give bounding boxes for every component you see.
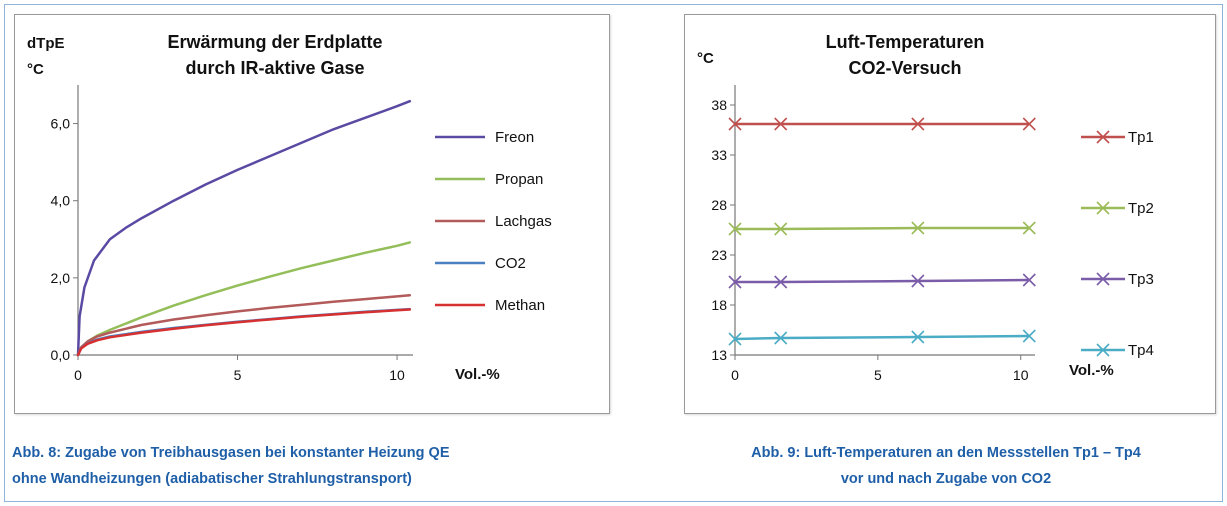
x-axis-label: Vol.-% bbox=[1069, 362, 1114, 379]
series-line-methan bbox=[78, 310, 410, 356]
y-tick-label: 2,0 bbox=[51, 270, 71, 286]
legend-entry-label: Tp3 bbox=[1128, 271, 1154, 288]
legend-entry-label: Freon bbox=[495, 129, 534, 146]
chart-title-line: durch IR-aktive Gase bbox=[185, 58, 364, 78]
x-tick-label: 5 bbox=[234, 367, 242, 383]
series-line-freon bbox=[78, 101, 410, 355]
caption-line: ohne Wandheizungen (adiabatischer Strahl… bbox=[12, 466, 652, 492]
x-tick-label: 0 bbox=[731, 367, 739, 383]
chart-title-line: Erwärmung der Erdplatte bbox=[167, 32, 382, 52]
legend-entry-label: Lachgas bbox=[495, 213, 552, 230]
y-tick-label: 4,0 bbox=[51, 193, 71, 209]
x-tick-label: 10 bbox=[1013, 367, 1029, 383]
series-line-co2 bbox=[78, 309, 410, 355]
legend-entry-label: CO2 bbox=[495, 255, 526, 272]
figure-caption-8: Abb. 8: Zugabe von Treibhausgasen bei ko… bbox=[12, 440, 652, 492]
y-tick-label: 33 bbox=[711, 147, 727, 163]
figure-caption-9: Abb. 9: Luft-Temperaturen an den Messste… bbox=[668, 440, 1224, 492]
legend-entry-label: Tp4 bbox=[1128, 342, 1154, 359]
caption-line: Abb. 8: Zugabe von Treibhausgasen bei ko… bbox=[12, 440, 652, 466]
y-tick-label: 13 bbox=[711, 347, 727, 363]
y-axis-label-line: dTpE bbox=[27, 35, 65, 52]
series-line-lachgas bbox=[78, 295, 410, 355]
chart-greenhouse-gases: Erwärmung der Erdplatte durch IR-aktive G… bbox=[15, 15, 609, 413]
caption-line: Abb. 9: Luft-Temperaturen an den Messste… bbox=[668, 440, 1224, 466]
x-tick-label: 5 bbox=[874, 367, 882, 383]
y-tick-label: 0,0 bbox=[51, 347, 71, 363]
y-axis-label-line: °C bbox=[697, 50, 714, 67]
y-tick-label: 6,0 bbox=[51, 116, 71, 132]
x-tick-label: 10 bbox=[389, 367, 405, 383]
chart-panel-greenhouse-gases: Erwärmung der Erdplatte durch IR-aktive G… bbox=[14, 14, 610, 414]
chart-panel-air-temperatures: Luft-Temperaturen CO2-Versuch °C Vol.-% 13 18… bbox=[684, 14, 1216, 414]
y-axis-label-line: °C bbox=[27, 61, 44, 78]
legend-entry-label: Methan bbox=[495, 297, 545, 314]
y-tick-label: 28 bbox=[711, 197, 727, 213]
chart-title-line: CO2-Versuch bbox=[848, 58, 961, 78]
y-tick-label: 23 bbox=[711, 247, 727, 263]
x-tick-label: 0 bbox=[74, 367, 82, 383]
legend-entry-label: Tp2 bbox=[1128, 200, 1154, 217]
chart-air-temperatures: Luft-Temperaturen CO2-Versuch °C Vol.-% 13 18… bbox=[685, 15, 1215, 413]
chart-title-line: Luft-Temperaturen bbox=[826, 32, 985, 52]
x-axis-label: Vol.-% bbox=[455, 366, 500, 383]
y-tick-label: 18 bbox=[711, 297, 727, 313]
legend-entry-label: Propan bbox=[495, 171, 543, 188]
legend-entry-label: Tp1 bbox=[1128, 129, 1154, 146]
caption-line: vor und nach Zugabe von CO2 bbox=[668, 466, 1224, 492]
y-tick-label: 38 bbox=[711, 97, 727, 113]
